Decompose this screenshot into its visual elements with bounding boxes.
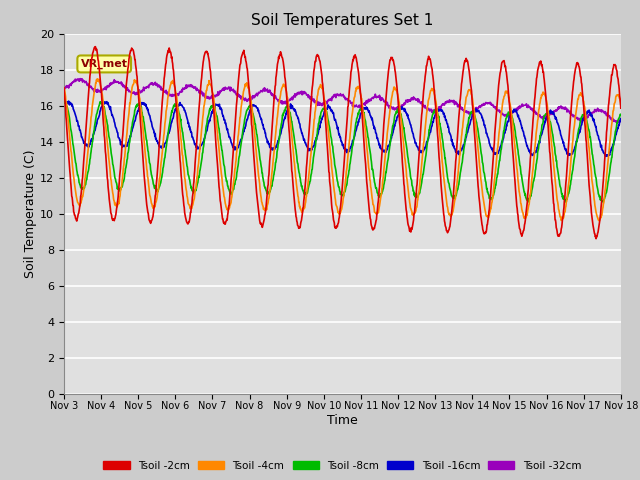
Tsoil -32cm [76, 76, 84, 82]
Tsoil -2cm [60, 85, 68, 91]
Tsoil -8cm [292, 151, 300, 156]
Tsoil -32cm [617, 118, 625, 124]
Tsoil -4cm [617, 102, 625, 108]
Title: Soil Temperatures Set 1: Soil Temperatures Set 1 [252, 13, 433, 28]
Tsoil -4cm [428, 86, 436, 92]
Tsoil -2cm [520, 228, 527, 233]
Tsoil -8cm [61, 98, 68, 104]
Tsoil -16cm [184, 117, 191, 122]
Tsoil -16cm [520, 131, 527, 137]
X-axis label: Time: Time [327, 414, 358, 427]
Tsoil -32cm [184, 83, 191, 88]
Tsoil -16cm [617, 116, 625, 121]
Tsoil -8cm [60, 99, 68, 105]
Tsoil -4cm [279, 83, 287, 89]
Tsoil -16cm [279, 122, 287, 128]
Tsoil -4cm [520, 214, 527, 220]
Tsoil -16cm [428, 123, 436, 129]
Tsoil -8cm [279, 113, 287, 119]
Tsoil -4cm [568, 149, 575, 155]
Tsoil -32cm [279, 101, 287, 107]
Tsoil -32cm [520, 103, 527, 108]
Tsoil -8cm [428, 114, 436, 120]
Tsoil -8cm [617, 112, 625, 118]
Tsoil -32cm [568, 112, 575, 118]
Line: Tsoil -4cm: Tsoil -4cm [64, 79, 621, 220]
Text: VR_met: VR_met [81, 59, 128, 69]
Tsoil -2cm [92, 44, 99, 49]
Tsoil -2cm [428, 66, 436, 72]
Line: Tsoil -32cm: Tsoil -32cm [64, 79, 621, 123]
Tsoil -2cm [617, 105, 625, 111]
Tsoil -2cm [279, 57, 287, 63]
Tsoil -4cm [60, 85, 68, 91]
Tsoil -4cm [595, 217, 603, 223]
Line: Tsoil -8cm: Tsoil -8cm [64, 101, 621, 202]
Tsoil -8cm [568, 171, 576, 177]
Tsoil -2cm [292, 215, 300, 220]
Tsoil -16cm [603, 154, 611, 159]
Tsoil -2cm [592, 236, 600, 241]
Tsoil -32cm [292, 92, 300, 98]
Tsoil -32cm [428, 109, 436, 115]
Tsoil -4cm [184, 194, 191, 200]
Line: Tsoil -16cm: Tsoil -16cm [64, 101, 621, 156]
Tsoil -32cm [60, 87, 68, 93]
Line: Tsoil -2cm: Tsoil -2cm [64, 47, 621, 239]
Tsoil -2cm [184, 220, 191, 226]
Tsoil -16cm [60, 106, 68, 112]
Tsoil -4cm [93, 76, 101, 82]
Tsoil -2cm [568, 99, 575, 105]
Legend: Tsoil -2cm, Tsoil -4cm, Tsoil -8cm, Tsoil -16cm, Tsoil -32cm: Tsoil -2cm, Tsoil -4cm, Tsoil -8cm, Tsoi… [99, 456, 586, 475]
Tsoil -8cm [184, 164, 191, 170]
Tsoil -16cm [65, 98, 72, 104]
Tsoil -32cm [615, 120, 623, 126]
Tsoil -8cm [562, 199, 570, 205]
Tsoil -16cm [568, 151, 575, 156]
Tsoil -16cm [292, 112, 300, 118]
Tsoil -8cm [520, 187, 527, 192]
Y-axis label: Soil Temperature (C): Soil Temperature (C) [24, 149, 37, 278]
Tsoil -4cm [292, 181, 300, 187]
